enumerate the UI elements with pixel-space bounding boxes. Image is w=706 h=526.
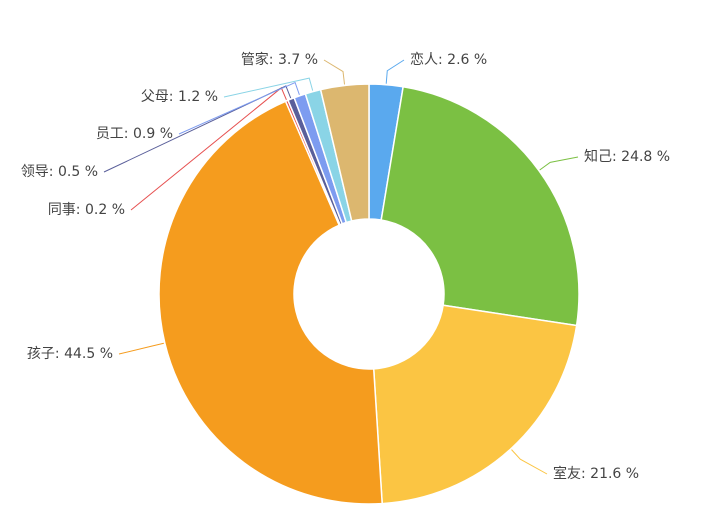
leader-line bbox=[539, 156, 579, 171]
data-label: 知己: 24.8 % bbox=[584, 148, 670, 165]
data-label: 员工: 0.9 % bbox=[96, 126, 173, 142]
leader-line bbox=[118, 342, 164, 355]
data-label: 同事: 0.2 % bbox=[48, 202, 125, 218]
data-label: 孩子: 44.5 % bbox=[27, 346, 113, 362]
data-label: 管家: 3.7 % bbox=[241, 51, 318, 68]
data-label: 恋人: 2.6 % bbox=[410, 51, 487, 68]
leader-line bbox=[323, 59, 346, 85]
leader-line bbox=[511, 449, 548, 475]
slice bbox=[319, 83, 370, 222]
data-label: 领导: 0.5 % bbox=[21, 164, 98, 180]
leader-line bbox=[385, 59, 405, 84]
slice bbox=[380, 85, 580, 327]
leader-line bbox=[223, 77, 314, 98]
data-label: 室友: 21.6 % bbox=[553, 465, 639, 482]
leader-line bbox=[178, 81, 300, 135]
data-label: 父母: 1.2 % bbox=[141, 89, 218, 105]
slice bbox=[158, 100, 383, 505]
leader-line bbox=[103, 85, 292, 173]
slice bbox=[372, 304, 578, 505]
